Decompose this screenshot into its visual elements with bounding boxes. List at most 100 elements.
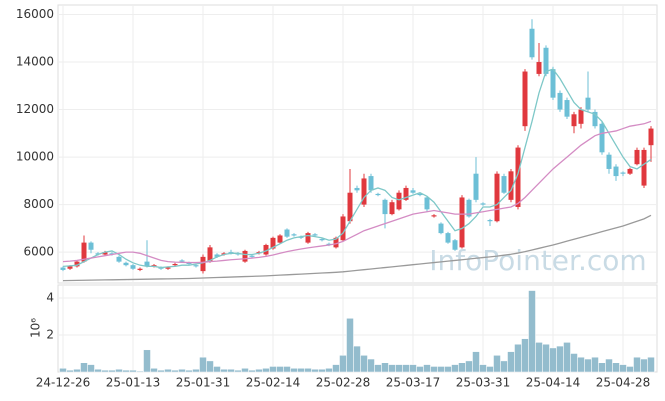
candle-body — [599, 123, 605, 153]
volume-bar — [346, 318, 354, 373]
volume-bar — [360, 355, 368, 373]
watermark: InfoPointer.com — [429, 244, 646, 277]
volume-bar — [367, 358, 375, 373]
volume-bar — [465, 360, 473, 373]
candle-body — [620, 172, 626, 174]
candle-body — [193, 265, 199, 267]
candle-body — [333, 237, 339, 248]
y-tick-label: 10000 — [16, 150, 54, 164]
candle-body — [116, 256, 122, 262]
volume-bar — [486, 366, 494, 373]
x-tick-label: 25-02-14 — [246, 376, 300, 390]
volume-bar — [192, 368, 200, 373]
candle-body — [312, 234, 318, 236]
candle-body — [473, 173, 479, 200]
volume-bar — [556, 345, 564, 373]
x-tick-label: 25-01-31 — [176, 376, 230, 390]
candle-body — [123, 262, 129, 266]
volume-bar — [122, 369, 130, 373]
candle-body — [137, 268, 143, 270]
candle-body — [557, 92, 563, 110]
volume-bar — [150, 368, 158, 373]
volume-bar — [458, 362, 466, 373]
candle-body — [606, 154, 612, 169]
volume-bar — [283, 366, 291, 373]
volume-bar — [451, 364, 459, 373]
y-tick-label: 2 — [46, 327, 54, 341]
volume-bar — [591, 356, 599, 373]
x-tick-label: 24-12-26 — [36, 376, 90, 390]
volume-bar — [311, 368, 319, 373]
candle-body — [291, 234, 297, 236]
ma-line — [62, 68, 652, 269]
volume-bar — [479, 364, 487, 373]
volume-bar — [535, 342, 543, 373]
volume-bar — [59, 368, 67, 373]
volume-bar — [619, 364, 627, 373]
volume-bar — [339, 355, 347, 373]
volume-bar — [409, 364, 417, 373]
price-frame — [57, 4, 658, 284]
volume-bar — [164, 368, 172, 373]
candle-body — [529, 28, 535, 58]
candle-body — [613, 166, 619, 177]
volume-bar — [563, 342, 571, 373]
volume-bar — [374, 364, 382, 373]
x-tick-label: 25-01-13 — [106, 376, 160, 390]
candle-body — [347, 192, 353, 222]
candle-body — [592, 111, 598, 127]
volume-bar — [129, 369, 137, 373]
volume-bar — [584, 358, 592, 373]
candle-body — [263, 244, 269, 255]
x-tick-label: 25-04-14 — [526, 376, 580, 390]
volume-bar — [325, 368, 333, 373]
candle-body — [340, 216, 346, 241]
volume-bar — [493, 355, 501, 373]
volume-bar — [381, 362, 389, 373]
candle-body — [74, 261, 80, 267]
volume-bar — [80, 362, 88, 373]
volume-bar — [199, 356, 207, 373]
ma-line — [62, 214, 652, 282]
volume-bar — [353, 345, 361, 373]
volume-bar — [227, 368, 235, 373]
candle-body — [536, 62, 542, 74]
candle-body — [480, 203, 486, 205]
volume-bar — [612, 362, 620, 373]
candle-body — [445, 233, 451, 243]
volume-bar — [472, 351, 480, 373]
y-axis-label: 10⁶ — [29, 318, 43, 338]
volume-bar — [444, 366, 452, 373]
candle-body — [305, 233, 311, 243]
y-tick-label: 6000 — [23, 245, 54, 259]
volume-bar — [304, 368, 312, 373]
volume-bar — [66, 369, 74, 373]
candle-body — [578, 109, 584, 124]
volume-bar — [213, 366, 221, 373]
volume-bar — [255, 368, 263, 373]
candle-body — [375, 193, 381, 196]
candle-body — [270, 237, 276, 249]
volume-bar — [108, 369, 116, 373]
candle-body — [550, 69, 556, 98]
volume-bar — [290, 368, 298, 373]
candle-body — [396, 192, 402, 210]
candle-body — [403, 187, 409, 200]
candle-body — [466, 199, 472, 217]
candle-body — [207, 247, 213, 262]
candle-body — [60, 267, 66, 270]
volume-bar — [171, 369, 179, 373]
candle-body — [410, 190, 416, 193]
volume-bar — [514, 343, 522, 373]
volume-bar — [206, 360, 214, 373]
candle-body — [319, 239, 325, 241]
candle-body — [459, 197, 465, 248]
x-tick-label: 25-03-31 — [456, 376, 510, 390]
ma-line — [62, 120, 652, 264]
candle-body — [361, 178, 367, 205]
candle-body — [249, 255, 255, 257]
volume-bar — [269, 366, 277, 373]
candle-body — [515, 147, 521, 207]
candle-body — [200, 256, 206, 272]
